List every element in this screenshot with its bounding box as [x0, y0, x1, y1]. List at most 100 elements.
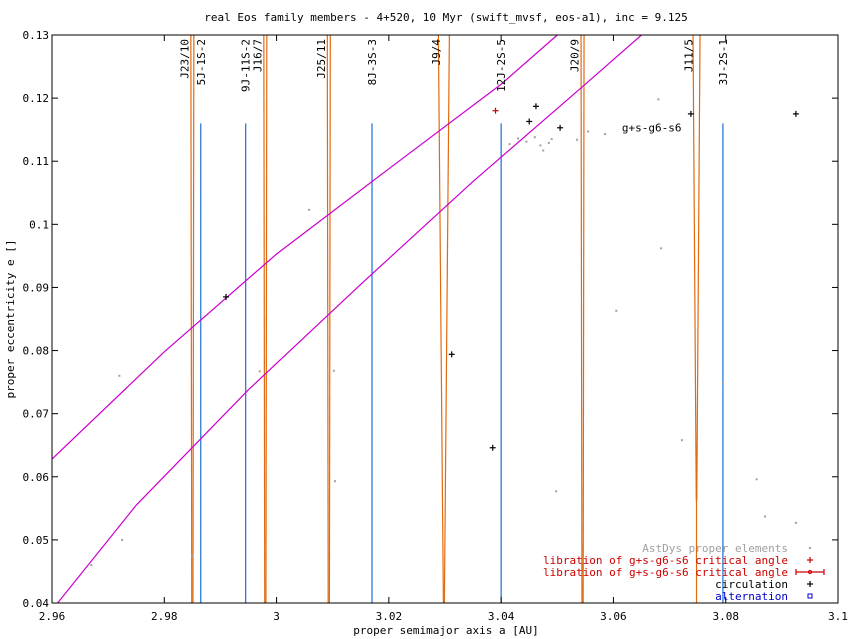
- astdys-point: [721, 382, 724, 385]
- x-tick-label: 3.04: [488, 610, 515, 623]
- astdys-point: [191, 554, 194, 557]
- astdys-point: [604, 133, 607, 136]
- astdys-point: [516, 137, 519, 140]
- astdys-point: [547, 141, 550, 144]
- chart-title: real Eos family members - 4+520, 10 Myr …: [204, 11, 687, 24]
- legend-label: libration of g+s-g6-s6 critical angle: [543, 566, 788, 579]
- two-body-resonance-label: J25/11: [315, 39, 328, 79]
- secular-resonance-curve: [51, 34, 558, 460]
- astdys-point: [90, 564, 93, 567]
- astdys-point: [258, 370, 261, 373]
- two-body-resonance-lines: [190, 34, 701, 604]
- two-body-resonance-line: [696, 34, 701, 501]
- three-body-resonance-label: 9J-11S-2: [240, 39, 253, 92]
- circulation-point: [223, 293, 230, 300]
- legend-marker: [809, 547, 811, 549]
- y-tick-label: 0.08: [23, 345, 50, 358]
- y-tick-label: 0.04: [23, 597, 50, 610]
- astdys-point: [121, 538, 124, 541]
- libration-point: [492, 107, 499, 114]
- axis-ticks: 2.96 2.98 3 3.02 3.04 3.06 3.08 3.1 0.04 0.05 0.06…: [23, 29, 848, 623]
- two-body-resonance-line: [192, 34, 195, 604]
- astdys-point: [308, 208, 311, 211]
- astdys-point: [680, 439, 683, 442]
- resonance-labels: 5J-1S-2 9J-11S-2 8J-3S-3 12J-2S-5 3J-2S-1 J23…: [178, 39, 730, 135]
- three-body-resonance-label: 3J-2S-1: [717, 39, 730, 85]
- astdys-point: [333, 480, 336, 483]
- legend-label: alternation: [715, 590, 788, 603]
- plot-border: [51, 34, 839, 604]
- legend-marker: [807, 581, 813, 587]
- astdys-point: [550, 138, 553, 141]
- astdys-point: [660, 247, 663, 250]
- data-points: [90, 98, 799, 567]
- two-body-resonance-label: J20/9: [569, 39, 582, 72]
- circulation-point: [792, 110, 799, 117]
- x-axis-title: proper semimajor axis a [AU]: [353, 624, 538, 637]
- two-body-resonance-line: [265, 34, 268, 604]
- astdys-point: [555, 490, 558, 493]
- astdys-point: [764, 515, 767, 518]
- astdys-point: [533, 136, 536, 139]
- secular-resonance-label: g+s-g6-s6: [622, 122, 682, 135]
- two-body-resonance-label: J11/5: [683, 39, 696, 72]
- astdys-point: [525, 140, 528, 143]
- x-tick-label: 3: [273, 610, 280, 623]
- astdys-point: [755, 478, 758, 481]
- two-body-resonance-line: [582, 34, 585, 604]
- plot-frame: [51, 34, 839, 604]
- two-body-resonance-line: [190, 34, 193, 604]
- secular-resonance-curves: [51, 34, 642, 604]
- two-body-resonance-line: [443, 34, 450, 604]
- y-tick-label: 0.13: [23, 29, 50, 42]
- astdys-point: [539, 144, 542, 147]
- circulation-point: [532, 103, 539, 110]
- two-body-resonance-line: [326, 34, 329, 604]
- two-body-resonance-line: [692, 34, 697, 501]
- circulation-point: [526, 118, 533, 125]
- legend-label: AstDys proper elements: [642, 542, 788, 555]
- x-tick-label: 3.06: [600, 610, 627, 623]
- y-tick-label: 0.05: [23, 534, 50, 547]
- astdys-point: [332, 369, 335, 372]
- three-body-resonance-label: 12J-2S-5: [495, 39, 508, 92]
- x-tick-label: 3.1: [828, 610, 848, 623]
- y-tick-label: 0.12: [23, 92, 50, 105]
- x-tick-label: 2.96: [39, 610, 66, 623]
- astdys-point: [575, 138, 578, 141]
- y-tick-label: 0.06: [23, 471, 50, 484]
- circulation-point: [489, 444, 496, 451]
- two-body-resonance-line: [328, 34, 331, 604]
- x-tick-label: 2.98: [151, 610, 178, 623]
- astdys-point: [587, 130, 590, 133]
- circulation-point: [448, 351, 455, 358]
- three-body-resonance-label: 8J-3S-3: [366, 39, 379, 85]
- two-body-resonance-line: [263, 34, 266, 604]
- y-tick-label: 0.11: [23, 155, 50, 168]
- legend-marker: [807, 593, 813, 599]
- y-tick-label: 0.07: [23, 408, 50, 421]
- astdys-point: [118, 374, 121, 377]
- y-tick-label: 0.09: [23, 281, 50, 294]
- two-body-resonance-line: [437, 34, 444, 604]
- circulation-point: [687, 110, 694, 117]
- astdys-point: [542, 149, 545, 152]
- three-body-resonance-label: 5J-1S-2: [195, 39, 208, 85]
- y-tick-label: 0.1: [29, 218, 49, 231]
- astdys-point: [794, 521, 797, 524]
- two-body-resonance-label: J9/4: [430, 39, 443, 66]
- astdys-point: [615, 309, 618, 312]
- secular-resonance-curve: [57, 34, 642, 604]
- x-tick-label: 3.02: [376, 610, 403, 623]
- three-body-resonance-lines: [200, 123, 724, 603]
- legend-label: libration of g+s-g6-s6 critical angle: [543, 554, 788, 567]
- two-body-resonance-label: J16/7: [251, 39, 264, 72]
- legend-label: circulation: [715, 578, 788, 591]
- legend-marker: [795, 569, 825, 575]
- legend-marker: [807, 557, 813, 563]
- x-tick-label: 3.08: [712, 610, 739, 623]
- astdys-point: [508, 143, 511, 146]
- y-axis-title: proper eccentricity e []: [4, 240, 17, 399]
